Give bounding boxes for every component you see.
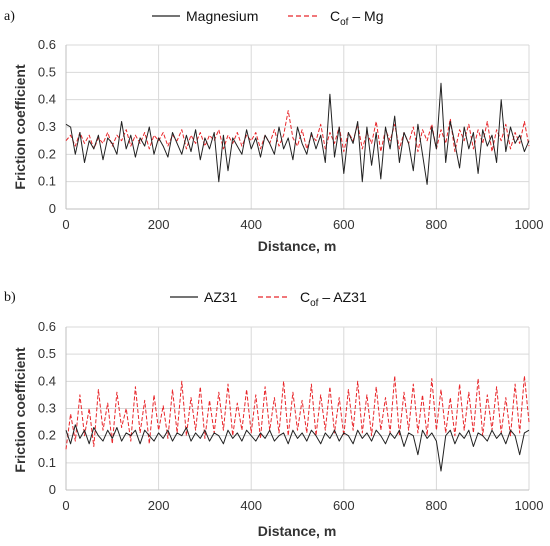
y-tick-label: 0.4 (38, 373, 56, 388)
y-tick-label: 0.5 (38, 346, 56, 361)
x-axis-title: Distance, m (258, 238, 337, 254)
tick-labels: 0 0.1 0.2 0.3 0.4 0.5 0.6 0 200 400 600 800 1000 (38, 37, 544, 232)
legend: AZ31 Cof – AZ31 (170, 289, 367, 309)
x-tick-label: 1000 (515, 498, 544, 513)
legend-subscript: of (340, 17, 349, 28)
tick-labels: 0 0.1 0.2 0.3 0.4 0.5 0.6 0 200 400 600 800 1000 (38, 319, 544, 513)
series-lines (65, 82, 530, 185)
y-tick-label: 0.2 (38, 428, 56, 443)
x-tick-label: 0 (62, 498, 69, 513)
series-line-2 (65, 375, 530, 450)
legend-c: C (330, 8, 340, 24)
y-tick-label: 0 (49, 482, 56, 497)
series-line-1 (65, 82, 530, 185)
series-line-2 (65, 110, 530, 153)
legend-suffix: – Mg (348, 8, 383, 24)
legend-subscript: of (310, 298, 319, 309)
y-tick-label: 0.6 (38, 37, 56, 52)
y-tick-label: 0.1 (38, 455, 56, 470)
legend-label-series-1: Magnesium (186, 8, 258, 24)
x-tick-label: 400 (240, 498, 262, 513)
y-tick-label: 0.1 (38, 174, 56, 189)
x-tick-label: 1000 (515, 217, 544, 232)
y-tick-label: 0.5 (38, 64, 56, 79)
chart-panel-b: b) AZ31 Cof – AZ31 0 0.1 0.2 0.3 0.4 0.5 0.6 0 2… (4, 289, 543, 539)
x-tick-label: 400 (240, 217, 262, 232)
x-tick-label: 200 (148, 498, 170, 513)
x-tick-label: 800 (426, 217, 448, 232)
panel-label: a) (4, 9, 15, 24)
y-tick-label: 0.2 (38, 146, 56, 161)
x-axis-title: Distance, m (258, 523, 337, 539)
legend-c: C (300, 289, 310, 305)
x-tick-label: 600 (333, 217, 355, 232)
axes (65, 45, 529, 210)
x-tick-label: 600 (333, 498, 355, 513)
legend: Magnesium Cof – Mg (152, 8, 383, 28)
x-tick-label: 0 (62, 217, 69, 232)
chart-panel-a: a) Magnesium Cof – Mg 0 0.1 0.2 0.3 0.4 0.5 0.… (4, 8, 543, 254)
x-tick-label: 200 (148, 217, 170, 232)
gridlines (66, 326, 530, 490)
y-tick-label: 0.3 (38, 119, 56, 134)
legend-label-series-1: AZ31 (204, 289, 238, 305)
axes (65, 327, 529, 491)
series-lines (65, 375, 530, 472)
y-tick-label: 0.3 (38, 401, 56, 416)
legend-suffix: – AZ31 (318, 289, 366, 305)
y-axis-title: Friction coefficient (12, 64, 28, 190)
series-line-1 (65, 424, 530, 472)
y-tick-label: 0 (49, 201, 56, 216)
x-tick-label: 800 (426, 498, 448, 513)
legend-label-series-2: Cof – Mg (330, 8, 383, 28)
legend-label-series-2: Cof – AZ31 (300, 289, 367, 309)
y-tick-label: 0.4 (38, 92, 56, 107)
y-axis-title: Friction coefficient (12, 347, 28, 473)
panel-label: b) (4, 290, 16, 305)
y-tick-label: 0.6 (38, 319, 56, 334)
